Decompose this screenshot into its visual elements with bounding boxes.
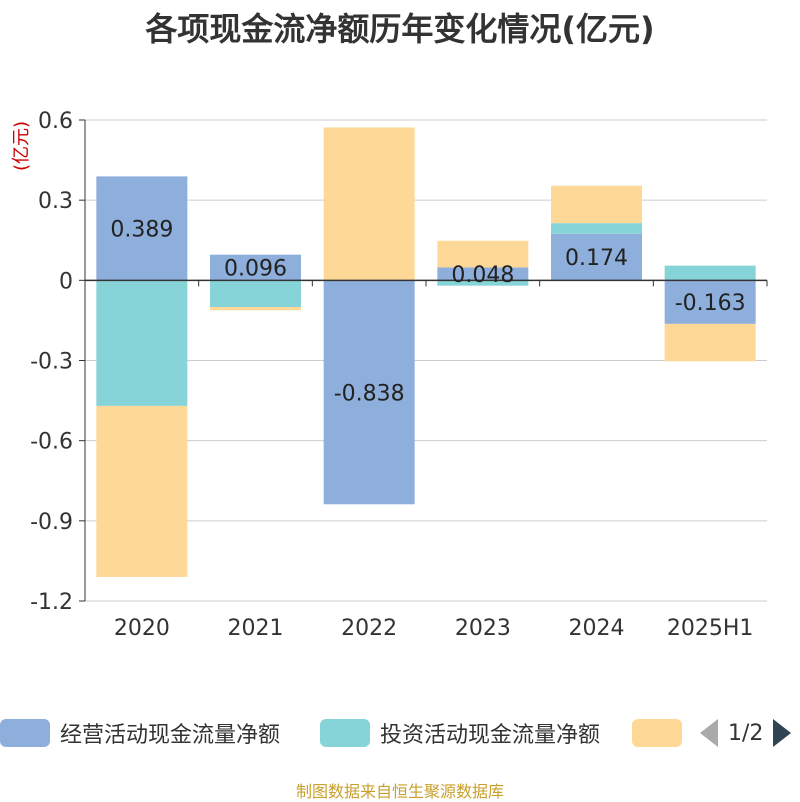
y-tick-label: 0.6 <box>38 109 73 134</box>
data-label-2023: 0.048 <box>451 263 514 288</box>
bar-2023-series-0 <box>437 267 529 281</box>
bar-2022-series-0 <box>323 280 415 505</box>
legend-swatch-operating <box>0 719 50 747</box>
bar-2025H1-series-0 <box>664 280 756 324</box>
bar-2023-series-2 <box>437 240 529 268</box>
bar-2025H1-series-1 <box>664 265 756 281</box>
data-label-2024: 0.174 <box>565 246 628 271</box>
data-label-2021: 0.096 <box>224 257 287 282</box>
y-axis-label: (亿元) <box>11 121 32 171</box>
bar-2020-series-2 <box>96 405 188 577</box>
y-tick-label: -0.6 <box>30 430 73 455</box>
data-label-2020: 0.389 <box>110 217 173 242</box>
source-note: 制图数据来自恒生聚源数据库 <box>295 782 504 801</box>
chart-title: 各项现金流净额历年变化情况(亿元) <box>145 10 655 48</box>
chevron-right-icon[interactable] <box>773 719 792 747</box>
bar-2020-series-0 <box>96 176 188 281</box>
bar-2025H1-series-2 <box>664 323 756 362</box>
bar-2021-series-2 <box>210 307 301 311</box>
data-label-2025H1: -0.163 <box>675 291 746 316</box>
bar-2023-series-1 <box>437 280 529 286</box>
x-tick-label-2025H1: 2025H1 <box>667 616 754 641</box>
legend-item-investing[interactable]: 投资活动现金流量净额 <box>320 716 600 750</box>
bar-2022-series-2 <box>323 127 415 281</box>
bars <box>96 127 756 577</box>
y-tick-label: 0.3 <box>38 189 73 214</box>
legend-swatch-financing <box>632 719 682 747</box>
y-tick-label: -0.9 <box>30 510 73 535</box>
legend-label-operating: 经营活动现金流量净额 <box>60 723 281 748</box>
x-tick-label-2021: 2021 <box>228 616 284 641</box>
legend: 经营活动现金流量净额 投资活动现金流量净额 1/2 <box>0 716 800 756</box>
y-tick-label: 0 <box>59 269 73 294</box>
x-tick-label-2020: 2020 <box>114 616 170 641</box>
x-tick-label-2023: 2023 <box>455 616 511 641</box>
legend-label-investing: 投资活动现金流量净额 <box>380 723 601 748</box>
bar-2024-series-2 <box>551 185 642 224</box>
legend-item-operating[interactable]: 经营活动现金流量净额 <box>0 716 280 750</box>
axes: 0.6 0.3 0 -0.3 -0.6 -0.9 -1.2 (亿元) 2020 2021 2022 2… <box>11 109 768 641</box>
legend-swatch-investing <box>320 719 370 747</box>
data-label-2022: -0.838 <box>334 381 405 406</box>
y-tick-label: -1.2 <box>30 590 73 615</box>
legend-item-financing[interactable] <box>632 716 682 750</box>
x-tick-label-2022: 2022 <box>341 616 397 641</box>
chart-area: 0.6 0.3 0 -0.3 -0.6 -0.9 -1.2 (亿元) 2020 2021 2022 2… <box>11 109 768 641</box>
bar-2021-series-1 <box>210 280 301 308</box>
bar-2024-series-1 <box>551 223 642 234</box>
legend-pager: 1/2 <box>700 716 792 750</box>
bar-2020-series-1 <box>96 280 188 406</box>
bar-2024-series-0 <box>551 233 642 281</box>
chevron-left-icon[interactable] <box>700 719 718 747</box>
bar-2021-series-0 <box>210 254 301 281</box>
legend-page-indicator: 1/2 <box>728 720 764 746</box>
data-labels: 0.389 0.096 -0.838 0.048 0.174 -0.163 <box>110 217 745 406</box>
y-tick-label: -0.3 <box>30 350 73 375</box>
x-tick-label-2024: 2024 <box>569 616 625 641</box>
